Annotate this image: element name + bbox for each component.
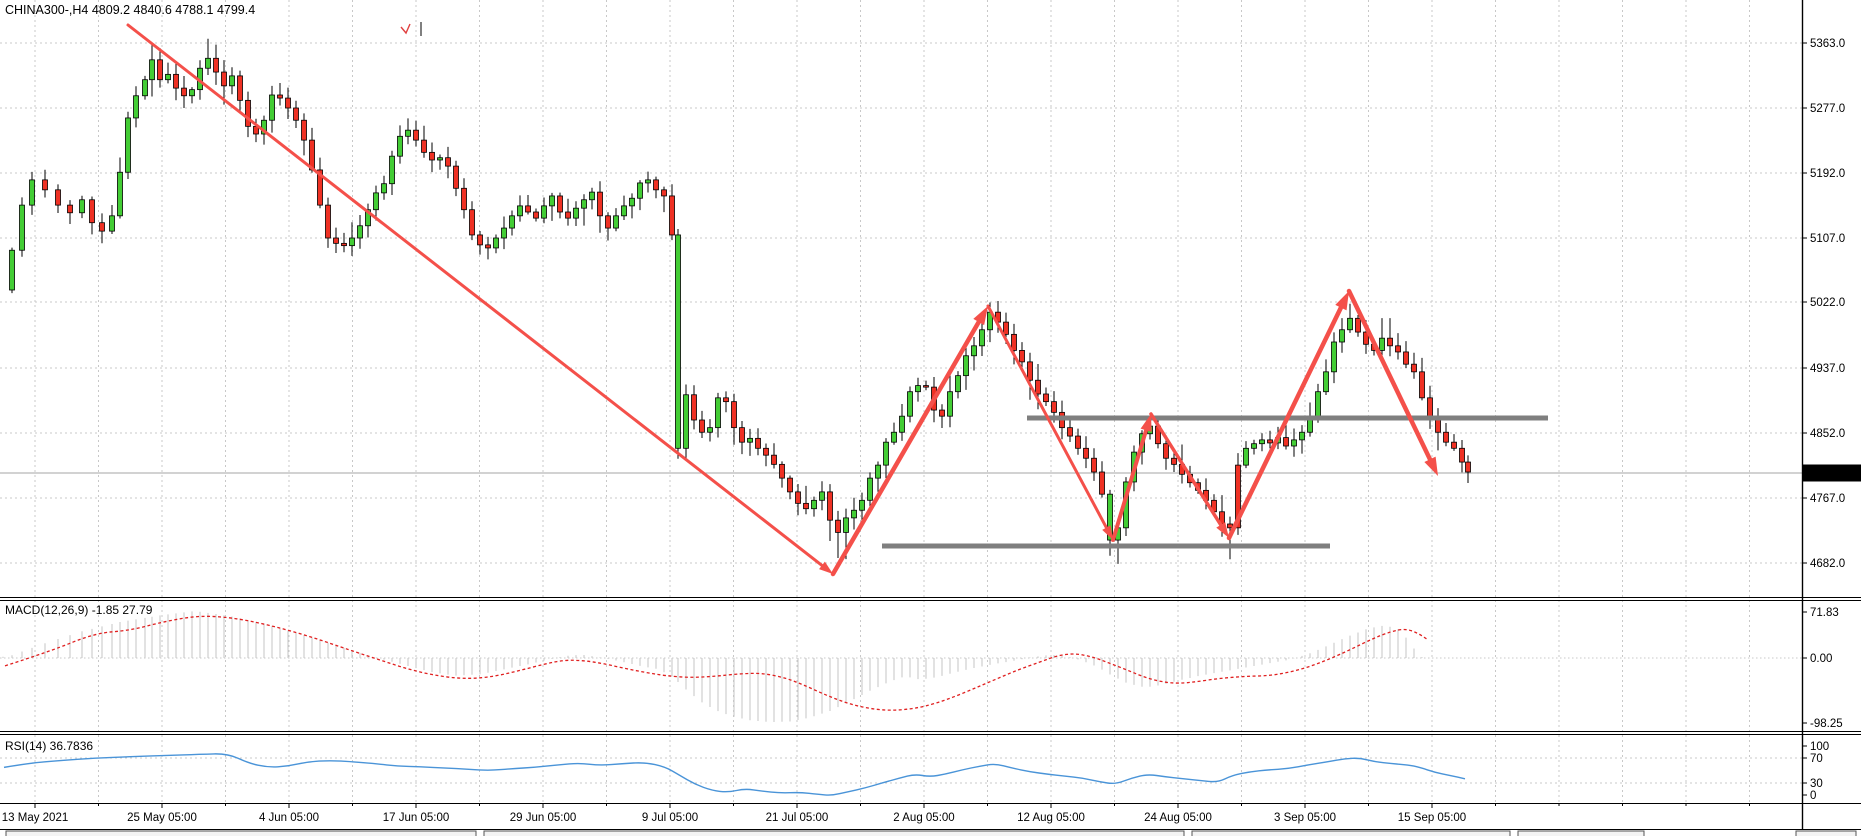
window-tab[interactable] [483, 830, 1185, 836]
time-axis-label: 2 Aug 05:00 [893, 812, 954, 824]
candlestick-layer [9, 38, 1471, 564]
price-axis[interactable]: 5363.0 5277.0 5192.0 5107.0 5022.0 4937.0 4852… [1802, 38, 1861, 802]
price-axis-label: 5107.0 [1810, 233, 1845, 245]
price-axis-label: 5192.0 [1810, 168, 1845, 180]
price-axis-label: 4767.0 [1810, 493, 1845, 505]
window-tab[interactable] [1795, 830, 1857, 836]
trend-arrow-line[interactable] [1346, 288, 1433, 462]
time-axis-label: 15 Sep 05:00 [1398, 812, 1466, 824]
rsi-axis-label: 70 [1810, 753, 1823, 765]
window-tab[interactable] [5, 830, 477, 836]
time-axis-label: 13 May 2021 [2, 812, 69, 824]
chart-title: CHINA300-,H4 4809.2 4840.6 4788.1 4799.4 [5, 3, 255, 17]
time-axis-label: 24 Aug 05:00 [1144, 812, 1212, 824]
rsi-axis-label: 30 [1810, 778, 1823, 790]
trend-arrow-line[interactable] [1226, 305, 1344, 541]
trend-arrow-head[interactable] [1424, 456, 1438, 476]
price-axis-label: 4852.0 [1810, 428, 1845, 440]
price-axis-label: 5363.0 [1810, 38, 1845, 50]
rsi-panel [3, 753, 1466, 796]
current-price-badge [1803, 464, 1861, 482]
time-axis-label: 3 Sep 05:00 [1274, 812, 1336, 824]
trend-arrow-head[interactable] [1216, 522, 1229, 538]
rsi-axis-label: 100 [1810, 741, 1829, 753]
macd-axis-label: 71.83 [1810, 607, 1839, 619]
price-axis-label: 4682.0 [1810, 558, 1845, 570]
price-axis-label: 4937.0 [1810, 363, 1845, 375]
macd-panel [2, 611, 1429, 723]
grid-layer [0, 0, 1802, 803]
trend-arrow-head[interactable] [1335, 291, 1349, 311]
price-axis-label: 5022.0 [1810, 297, 1845, 309]
time-axis-label: 4 Jun 05:00 [259, 812, 319, 824]
window-tab[interactable] [1517, 830, 1645, 836]
rsi-axis-label: 0 [1810, 790, 1816, 802]
time-axis-label: 21 Jul 05:00 [766, 812, 829, 824]
window-tab[interactable] [1191, 830, 1511, 836]
macd-axis-label: -98.25 [1810, 718, 1843, 730]
time-axis-label: 17 Jun 05:00 [383, 812, 450, 824]
trend-arrow-head[interactable] [973, 306, 988, 326]
rsi-label: RSI(14) 36.7836 [5, 739, 93, 753]
trend-arrow-head[interactable] [819, 561, 833, 574]
price-axis-label: 5277.0 [1810, 103, 1845, 115]
trend-arrow-line[interactable] [1111, 428, 1149, 542]
trend-arrows[interactable] [126, 23, 1438, 577]
time-axis-label: 25 May 05:00 [127, 812, 197, 824]
time-axis-label: 9 Jul 05:00 [642, 812, 698, 824]
time-axis-label: 12 Aug 05:00 [1017, 812, 1085, 824]
trend-arrow-head[interactable] [1102, 525, 1113, 540]
trend-arrow-line[interactable] [1149, 412, 1223, 527]
current-price-badge-text: 4799.4 [1809, 469, 1845, 481]
drawing-anchor-mark [400, 22, 422, 36]
macd-label: MACD(12,26,9) -1.85 27.79 [5, 603, 153, 617]
trend-arrow-line[interactable] [830, 319, 981, 577]
time-axis[interactable]: 13 May 2021 25 May 05:00 4 Jun 05:00 17 Jun… [2, 803, 1750, 824]
trend-arrow-line[interactable] [126, 23, 824, 567]
macd-axis-label: 0.00 [1810, 653, 1832, 665]
trend-arrow-head[interactable] [1140, 414, 1152, 432]
time-axis-label: 29 Jun 05:00 [510, 812, 577, 824]
trend-arrow-line[interactable] [986, 304, 1108, 530]
